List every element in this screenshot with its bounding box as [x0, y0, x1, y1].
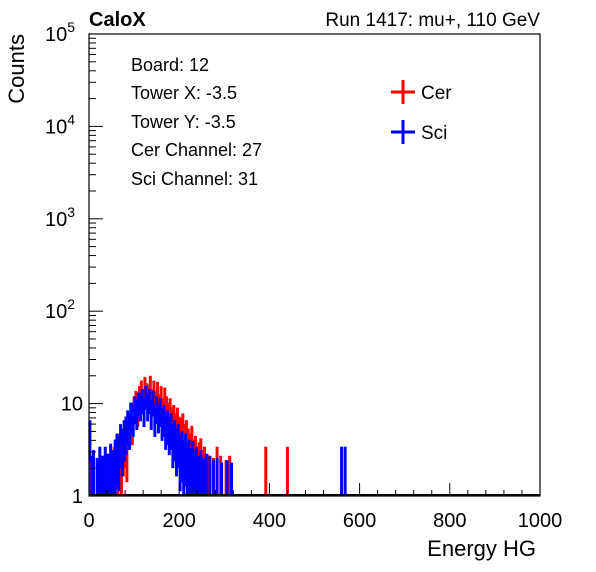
bin-sci [211, 460, 215, 496]
bin-sci [95, 457, 99, 496]
legend-marker-sci [391, 120, 415, 144]
legend-marker-cer [391, 80, 415, 104]
x-tick-label: 200 [163, 510, 196, 532]
bin-sci [103, 446, 107, 496]
plot-frame [88, 33, 541, 497]
bin-sci [220, 462, 224, 496]
x-axis-label: Energy HG [427, 536, 536, 561]
bin-sci [204, 453, 208, 496]
info-box: Board: 12 Tower X: -3.5 Tower Y: -3.5 Ce… [118, 48, 366, 198]
x-tick-label: 0 [83, 510, 94, 532]
bin-sci [98, 446, 102, 496]
y-tick-label: 1 [72, 486, 83, 508]
y-tick-label: 104 [45, 111, 75, 138]
legend-label-sci: Sci [421, 123, 447, 144]
y-axis-label: Counts [4, 34, 29, 104]
header-right-label: Run 1417: mu+, 110 GeV [325, 10, 540, 31]
bin-sci [106, 453, 110, 496]
x-tick-label: 600 [343, 510, 376, 532]
info-cer-channel: Cer Channel: 27 [131, 140, 262, 160]
bin-sci [101, 455, 105, 496]
bin-sci [208, 455, 212, 496]
series-layer [88, 375, 540, 496]
bin-sci [109, 443, 113, 496]
header-left-label: CaloX [89, 9, 146, 31]
bin-sci [151, 390, 155, 417]
info-tower-x: Tower X: -3.5 [131, 83, 237, 103]
x-tick-label: 800 [433, 510, 466, 532]
ticks-layer: 0 200 400 600 800 1000 1 10 102 103 104 105 [45, 19, 562, 532]
bin-sci [343, 446, 347, 496]
legend-label-cer: Cer [421, 83, 452, 104]
y-tick-label: 103 [45, 204, 75, 231]
bin-sci [215, 457, 219, 496]
y-tick-label: 102 [45, 296, 75, 323]
info-box-background [118, 48, 366, 198]
bin-cer [264, 446, 268, 496]
info-sci-channel: Sci Channel: 31 [131, 169, 258, 189]
info-tower-y: Tower Y: -3.5 [131, 112, 236, 132]
bin-sci [92, 450, 96, 496]
bin-sci [340, 446, 344, 496]
y-tick-label: 10 [61, 394, 83, 416]
bin-sci [196, 455, 200, 496]
y-tick-label: 105 [45, 19, 75, 46]
bin-sci [230, 462, 234, 496]
x-tick-label: 1000 [518, 510, 563, 532]
info-board: Board: 12 [131, 55, 209, 75]
bin-sci [147, 389, 151, 415]
bin-sci [225, 460, 229, 496]
bin-sci [199, 450, 203, 496]
legend: Cer Sci [391, 80, 452, 144]
series-sci [88, 386, 347, 496]
x-tick-label: 400 [253, 510, 286, 532]
bin-sci [142, 398, 146, 427]
bin-cer [285, 446, 289, 496]
bin-sci [202, 457, 206, 496]
